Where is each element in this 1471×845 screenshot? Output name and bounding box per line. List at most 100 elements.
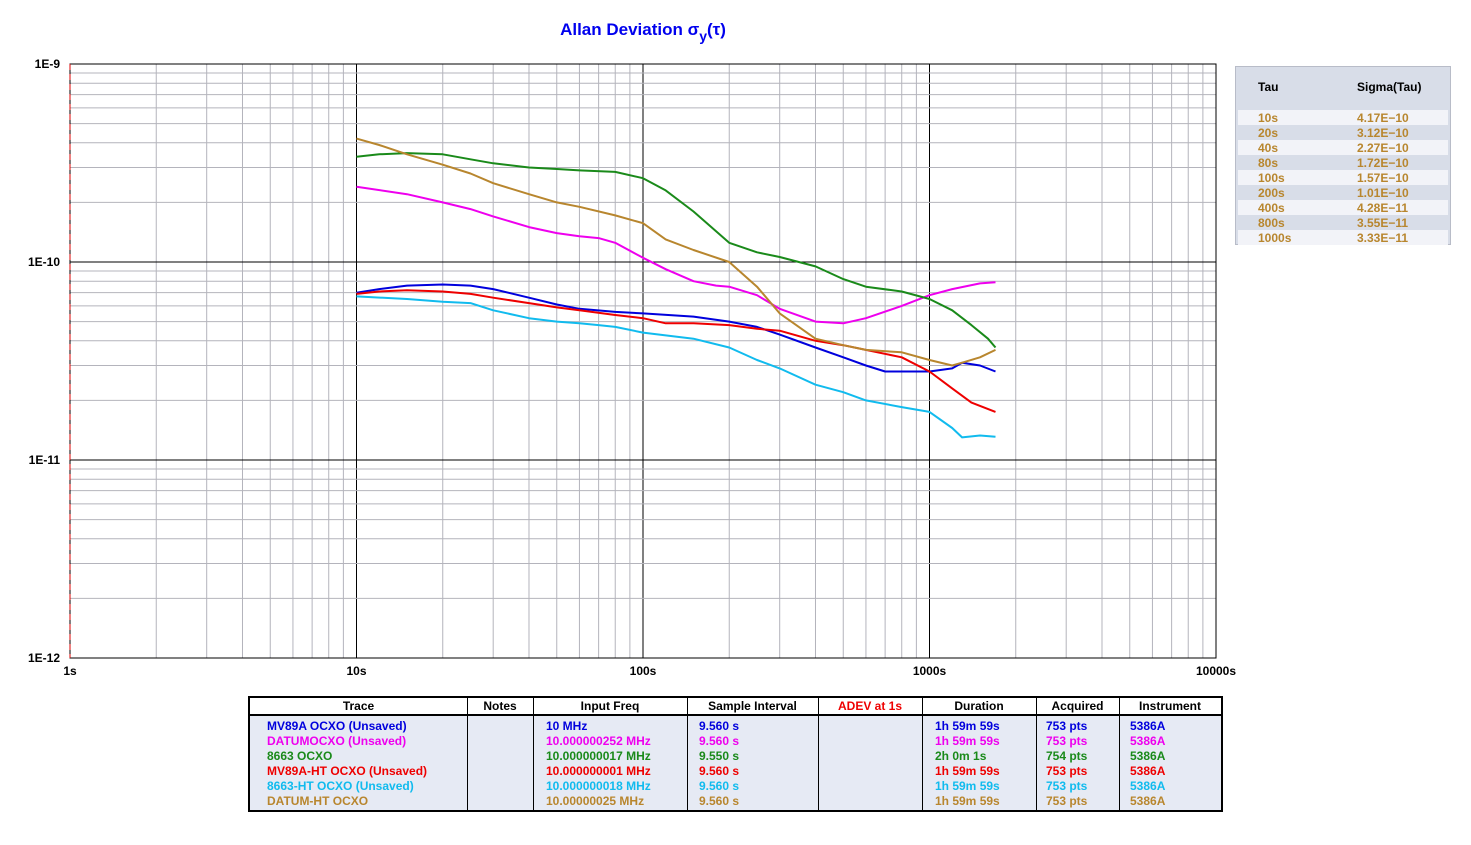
chart-title-tail: (τ) <box>707 20 726 39</box>
tau-value: 100s <box>1258 171 1285 185</box>
legend-sample-interval: 9.560 s <box>699 764 740 778</box>
legend-acquired: 754 pts <box>1046 749 1088 763</box>
x-axis-labels: 1s 10s 100s 1000s 10000s <box>63 664 1236 678</box>
tau-row: 100s 1.57E−10 <box>1238 170 1448 185</box>
tau-header: Tau <box>1258 80 1279 94</box>
column-divider <box>818 698 819 810</box>
chart-title-sub: y <box>699 28 707 44</box>
column-divider <box>467 698 468 810</box>
series-line-datumocxo-unsaved <box>356 185 996 325</box>
legend-instrument: 5386A <box>1130 734 1166 748</box>
legend-row: DATUM-HT OCXO 10.00000025 MHz 9.560 s 1h 59… <box>250 794 1221 809</box>
sigma-value: 4.17E−10 <box>1357 111 1409 125</box>
sigma-value: 2.27E−10 <box>1357 141 1409 155</box>
legend-input-freq: 10.00000025 MHz <box>546 794 645 808</box>
header-trace: Trace <box>342 699 375 713</box>
y-tick-label: 1E-10 <box>28 255 60 269</box>
legend-trace: DATUM-HT OCXO <box>267 794 369 808</box>
sigma-value: 3.33E−11 <box>1357 231 1409 245</box>
series-line-8663-ht-ocxo-unsaved <box>356 295 996 439</box>
legend-acquired: 753 pts <box>1046 779 1088 793</box>
legend-sample-interval: 9.560 s <box>699 734 740 748</box>
column-divider <box>1036 698 1037 810</box>
column-divider <box>687 698 688 810</box>
legend-instrument: 5386A <box>1130 794 1166 808</box>
x-tick-label: 1s <box>63 664 77 678</box>
legend-trace: 8663 OCXO <box>267 749 333 763</box>
legend-sample-interval: 9.560 s <box>699 779 740 793</box>
tau-row: 800s 3.55E−11 <box>1238 215 1448 230</box>
header-notes: Notes <box>483 699 517 713</box>
legend-input-freq: 10 MHz <box>546 719 588 733</box>
tau-value: 400s <box>1258 201 1285 215</box>
tau-row: 20s 3.12E−10 <box>1238 125 1448 140</box>
y-tick-label: 1E-11 <box>29 453 61 467</box>
legend-sample-interval: 9.560 s <box>699 719 740 733</box>
header-sample-interval: Sample Interval <box>708 699 797 713</box>
tau-row: 10s 4.17E−10 <box>1238 110 1448 125</box>
legend-instrument: 5386A <box>1130 749 1166 763</box>
column-divider <box>533 698 534 810</box>
chart-title: Allan Deviation σy(τ) <box>560 20 726 44</box>
x-tick-label: 1000s <box>913 664 947 678</box>
y-axis-labels: 1E-12 1E-11 1E-10 1E-9 <box>28 57 60 665</box>
legend-input-freq: 10.000000018 MHz <box>546 779 651 793</box>
adev-chart: Allan Deviation σy(τ) 1E-121E-111E-101E-… <box>28 20 1236 678</box>
header-acquired: Acquired <box>1051 699 1104 713</box>
legend-trace: DATUMOCXO (Unsaved) <box>267 734 407 748</box>
legend-acquired: 753 pts <box>1046 794 1088 808</box>
legend-header-row: Trace Notes Input Freq Sample Interval ADEV … <box>250 698 1221 716</box>
sigma-value: 4.28E−11 <box>1357 201 1409 215</box>
x-tick-label: 10000s <box>1196 664 1236 678</box>
legend-input-freq: 10.000000017 MHz <box>546 749 651 763</box>
legend-row: 8663 OCXO 10.000000017 MHz 9.550 s 2h 0m 1s… <box>250 749 1221 764</box>
legend-instrument: 5386A <box>1130 779 1166 793</box>
legend-row: MV89A-HT OCXO (Unsaved) 10.000000001 MHz 9… <box>250 764 1221 779</box>
legend-duration: 1h 59m 59s <box>935 719 1000 733</box>
x-tick-label: 100s <box>630 664 657 678</box>
y-tick-label: 1E-12 <box>28 651 60 665</box>
legend-duration: 1h 59m 59s <box>935 764 1000 778</box>
tau-sigma-table: Tau Sigma(Tau) 10s 4.17E−10 20s 3.12E−10 40s… <box>1235 66 1451 245</box>
series-line-datum-ht-ocxo <box>356 137 996 367</box>
sigma-value: 1.01E−10 <box>1357 186 1409 200</box>
legend-acquired: 753 pts <box>1046 764 1088 778</box>
legend-duration: 1h 59m 59s <box>935 734 1000 748</box>
y-tick-label: 1E-9 <box>35 57 61 71</box>
legend-row: DATUMOCXO (Unsaved) 10.000000252 MHz 9.560… <box>250 734 1221 749</box>
tau-value: 1000s <box>1258 231 1292 245</box>
legend-instrument: 5386A <box>1130 764 1166 778</box>
column-divider <box>922 698 923 810</box>
legend-row: 8663-HT OCXO (Unsaved) 10.000000018 MHz 9.… <box>250 779 1221 794</box>
sigma-header: Sigma(Tau) <box>1357 80 1422 94</box>
sigma-value: 3.12E−10 <box>1357 126 1409 140</box>
series-line-mv89a-ht-ocxo-unsaved <box>356 289 996 413</box>
legend-acquired: 753 pts <box>1046 734 1088 748</box>
legend-duration: 1h 59m 59s <box>935 794 1000 808</box>
sigma-value: 3.55E−11 <box>1357 216 1409 230</box>
trace-legend-table: Trace Notes Input Freq Sample Interval ADEV … <box>248 696 1223 812</box>
sigma-value: 1.72E−10 <box>1357 156 1409 170</box>
tau-value: 40s <box>1258 141 1279 155</box>
legend-duration: 1h 59m 59s <box>935 779 1000 793</box>
legend-input-freq: 10.000000001 MHz <box>546 764 651 778</box>
tau-value: 80s <box>1258 156 1279 170</box>
legend-row: MV89A OCXO (Unsaved) 10 MHz 9.560 s 1h 59m … <box>250 719 1221 734</box>
tau-value: 200s <box>1258 186 1285 200</box>
tau-row: 200s 1.01E−10 <box>1238 185 1448 200</box>
header-duration: Duration <box>954 699 1004 713</box>
header-input-freq: Input Freq <box>580 699 640 713</box>
column-divider <box>1119 698 1120 810</box>
legend-trace: 8663-HT OCXO (Unsaved) <box>267 779 414 793</box>
tau-row: 40s 2.27E−10 <box>1238 140 1448 155</box>
legend-trace: MV89A OCXO (Unsaved) <box>267 719 407 733</box>
header-adev-1s: ADEV at 1s <box>837 699 903 713</box>
legend-trace: MV89A-HT OCXO (Unsaved) <box>267 764 428 778</box>
series-group <box>356 137 997 439</box>
tau-value: 800s <box>1258 216 1285 230</box>
tau-table-header: Tau Sigma(Tau) <box>1236 67 1450 109</box>
plot-frame <box>69 63 1217 659</box>
tau-value: 20s <box>1258 126 1279 140</box>
tau-row: 80s 1.72E−10 <box>1238 155 1448 170</box>
legend-acquired: 753 pts <box>1046 719 1088 733</box>
